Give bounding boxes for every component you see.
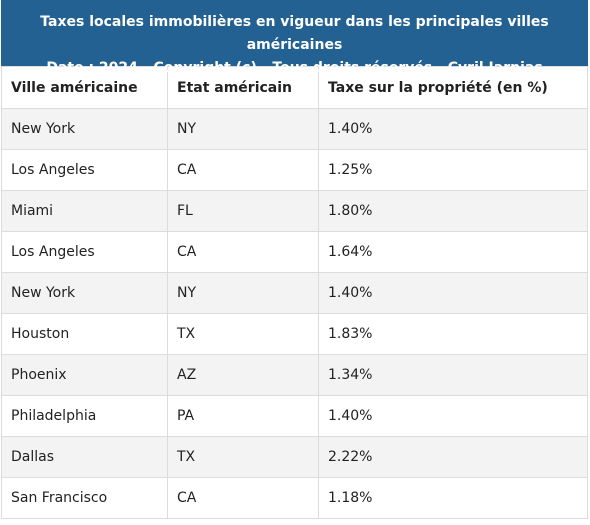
table-cell: Houston bbox=[1, 313, 168, 355]
table-cell: 1.83% bbox=[318, 313, 588, 355]
table-cell: FL bbox=[167, 190, 319, 232]
table-cell: 1.64% bbox=[318, 231, 588, 273]
table-row: Los Angeles CA 1.25% bbox=[1, 149, 588, 191]
title: Taxes locales immobilières en vigueur da… bbox=[40, 14, 549, 53]
table: Ville américaine Etat américain Taxe sur l… bbox=[1, 66, 588, 519]
table-row: Miami FL 1.80% bbox=[1, 190, 588, 232]
table-row: New York NY 1.40% bbox=[1, 108, 588, 150]
table-body: New York NY 1.40% Los Angeles CA 1.25% Miami FL… bbox=[1, 108, 588, 519]
subtitle: Date : 2024 - Copyright (c) - Tous droit… bbox=[46, 60, 543, 76]
table-cell: Miami bbox=[1, 190, 168, 232]
table-cell: Los Angeles bbox=[1, 231, 168, 273]
table-cell: NY bbox=[167, 108, 319, 150]
column-header: Ville américaine bbox=[1, 66, 168, 109]
table-cell: Dallas bbox=[1, 436, 168, 478]
table-cell: AZ bbox=[167, 354, 319, 396]
table-row: New York NY 1.40% bbox=[1, 272, 588, 314]
table-row: Houston TX 1.83% bbox=[1, 313, 588, 355]
table-cell: Phoenix bbox=[1, 354, 168, 396]
table-cell: New York bbox=[1, 108, 168, 150]
table-cell: CA bbox=[167, 149, 319, 191]
table-row: Phoenix AZ 1.34% bbox=[1, 354, 588, 396]
table-cell: 1.40% bbox=[318, 108, 588, 150]
table-cell: TX bbox=[167, 313, 319, 355]
table-row: Dallas TX 2.22% bbox=[1, 436, 588, 478]
table-cell: CA bbox=[167, 477, 319, 519]
table-row: Philadelphia PA 1.40% bbox=[1, 395, 588, 437]
table-cell: 1.25% bbox=[318, 149, 588, 191]
table-cell: TX bbox=[167, 436, 319, 478]
table-cell: San Francisco bbox=[1, 477, 168, 519]
table-cell: 1.40% bbox=[318, 395, 588, 437]
table-cell: 1.80% bbox=[318, 190, 588, 232]
table-cell: 1.34% bbox=[318, 354, 588, 396]
table-row: San Francisco CA 1.18% bbox=[1, 477, 588, 519]
table-cell: Los Angeles bbox=[1, 149, 168, 191]
table-cell: 2.22% bbox=[318, 436, 588, 478]
table-cell: Philadelphia bbox=[1, 395, 168, 437]
table-cell: PA bbox=[167, 395, 319, 437]
table-cell: CA bbox=[167, 231, 319, 273]
table-cell: 1.18% bbox=[318, 477, 588, 519]
header-row: Ville américaine Etat américain Taxe sur l… bbox=[1, 66, 588, 109]
table-cell: New York bbox=[1, 272, 168, 314]
table-cell: NY bbox=[167, 272, 319, 314]
title-bar: Taxes locales immobilières en vigueur da… bbox=[1, 0, 588, 76]
table-cell: 1.40% bbox=[318, 272, 588, 314]
table-row: Los Angeles CA 1.64% bbox=[1, 231, 588, 273]
